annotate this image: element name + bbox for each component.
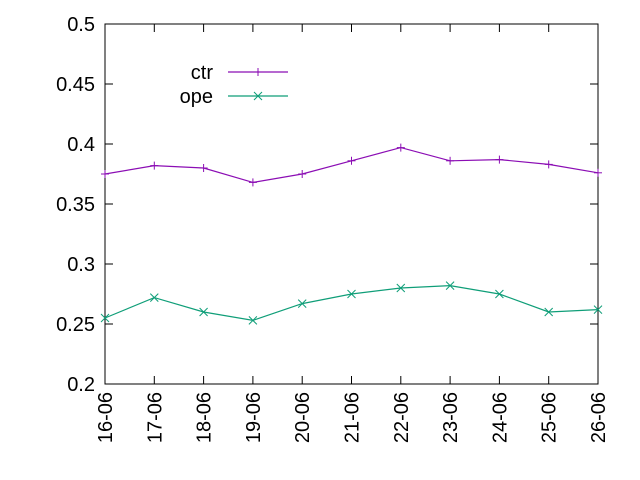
data-point-ctr — [594, 168, 602, 177]
y-tick-label: 0.25 — [56, 314, 95, 336]
data-point-ope — [347, 289, 356, 299]
x-tick-label: 18-06 — [194, 392, 216, 443]
data-point-ope — [297, 299, 307, 308]
plot-frame — [104, 23, 599, 385]
data-point-ctr — [298, 170, 307, 178]
marker-stroke — [149, 293, 159, 302]
data-point-ctr — [446, 156, 455, 165]
legend-label-ope: ope — [180, 86, 213, 108]
marker-stroke — [445, 281, 455, 290]
series-group — [100, 143, 603, 325]
x-tick-label: 16-06 — [95, 392, 117, 443]
data-point-ope — [495, 289, 504, 299]
x-tick-label: 20-06 — [292, 392, 314, 443]
x-tick-label: 26-06 — [588, 392, 610, 443]
marker-stroke — [495, 289, 504, 299]
x-tick-label: 24-06 — [489, 392, 511, 443]
x-tick-label: 23-06 — [440, 392, 462, 443]
axis-ticks: 0.2 0.25 0.3 0.35 0.4 0.45 0.5 16-06 17-06 18-06 1… — [56, 14, 610, 443]
data-point-ctr — [199, 164, 208, 172]
data-point-ope — [100, 313, 110, 323]
data-point-ope — [248, 316, 258, 325]
data-point-ctr — [396, 143, 405, 152]
marker-stroke — [396, 283, 406, 293]
data-point-ope — [199, 307, 208, 317]
marker-stroke — [297, 299, 307, 308]
marker-stroke — [248, 316, 258, 325]
marker-stroke — [347, 289, 356, 299]
data-point-ope — [396, 283, 406, 293]
data-point-ope — [593, 305, 603, 314]
data-point-ope — [544, 307, 554, 317]
y-tick-label: 0.3 — [67, 254, 95, 276]
series-line-ctr — [104, 146, 599, 184]
data-point-ope — [149, 293, 159, 302]
series-line-ope — [104, 284, 599, 322]
data-point-ctr — [544, 160, 553, 169]
x-tick-label: 25-06 — [539, 392, 561, 443]
data-point-ctr — [101, 170, 109, 178]
data-point-ctr — [495, 155, 504, 164]
legend-label-ctr: ctr — [191, 62, 214, 84]
data-point-ope — [445, 281, 455, 290]
y-tick-label: 0.5 — [67, 14, 95, 36]
y-tick-label: 0.45 — [56, 74, 95, 96]
marker-stroke — [100, 313, 110, 323]
marker-stroke — [593, 305, 603, 314]
y-tick-label: 0.35 — [56, 194, 95, 216]
y-tick-label: 0.2 — [67, 374, 95, 396]
x-tick-label: 17-06 — [144, 392, 166, 443]
x-tick-label: 21-06 — [342, 392, 364, 443]
x-tick-label: 22-06 — [391, 392, 413, 443]
data-point-ctr — [347, 156, 356, 165]
data-point-ctr — [248, 178, 257, 187]
y-tick-label: 0.4 — [67, 134, 95, 156]
marker-stroke — [544, 307, 554, 317]
legend-marker — [253, 91, 263, 101]
x-tick-label: 19-06 — [243, 392, 265, 443]
marker-stroke — [199, 307, 208, 317]
data-point-ctr — [150, 161, 159, 170]
